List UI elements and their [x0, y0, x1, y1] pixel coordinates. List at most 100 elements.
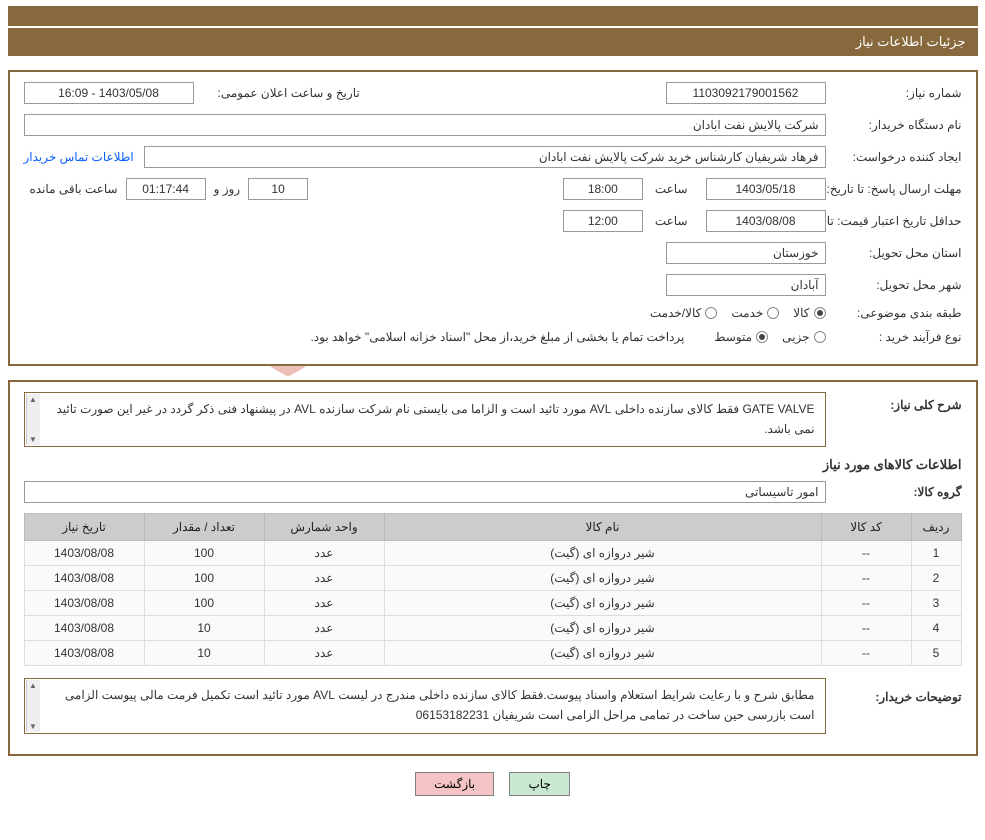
purchase-type-radio-group: جزیی متوسط [714, 330, 825, 344]
table-cell-name: شیر دروازه ای (گیت) [384, 615, 821, 640]
table-cell-unit: عدد [264, 565, 384, 590]
items-section-title: اطلاعات کالاهای مورد نیاز [24, 457, 962, 473]
price-validity-time: 12:00 [563, 210, 643, 232]
purchase-type-note: پرداخت تمام یا بخشی از مبلغ خرید،از محل … [310, 330, 684, 344]
deadline-label-1: مهلت ارسال پاسخ: [867, 182, 961, 196]
city-label: شهر محل تحویل: [832, 278, 962, 292]
table-cell-date: 1403/08/08 [24, 615, 144, 640]
table-cell-unit: عدد [264, 640, 384, 665]
table-row: 2--شیر دروازه ای (گیت)عدد1001403/08/08 [24, 565, 961, 590]
table-cell-name: شیر دروازه ای (گیت) [384, 540, 821, 565]
deadline-countdown: 01:17:44 [126, 178, 206, 200]
table-cell-qty: 100 [144, 540, 264, 565]
table-cell-date: 1403/08/08 [24, 640, 144, 665]
table-row: 5--شیر دروازه ای (گیت)عدد101403/08/08 [24, 640, 961, 665]
province-value: خوزستان [666, 242, 826, 264]
table-cell-qty: 100 [144, 590, 264, 615]
deadline-label: مهلت ارسال پاسخ: تا تاریخ: [832, 181, 962, 198]
table-cell-code: -- [821, 540, 911, 565]
radio-service[interactable]: خدمت [731, 306, 779, 320]
deadline-time: 18:00 [563, 178, 643, 200]
table-cell-name: شیر دروازه ای (گیت) [384, 590, 821, 615]
group-value: امور تاسیساتی [24, 481, 826, 503]
th-row: ردیف [911, 513, 961, 540]
table-cell-code: -- [821, 565, 911, 590]
table-cell-row: 2 [911, 565, 961, 590]
radio-goods-service-label: کالا/خدمت [650, 306, 701, 320]
details-panel: شرح کلی نیاز: GATE VALVE فقط کالای سازند… [8, 380, 978, 756]
table-cell-unit: عدد [264, 615, 384, 640]
th-name: نام کالا [384, 513, 821, 540]
table-cell-qty: 10 [144, 640, 264, 665]
buyer-notes-label: توضیحات خریدار: [832, 678, 962, 704]
deadline-time-label: ساعت [655, 182, 688, 196]
th-unit: واحد شمارش [264, 513, 384, 540]
buyer-org-value: شرکت پالایش نفت ابادان [24, 114, 826, 136]
general-desc-label: شرح کلی نیاز: [832, 392, 962, 412]
top-ribbon [8, 6, 978, 26]
table-cell-date: 1403/08/08 [24, 565, 144, 590]
table-cell-date: 1403/08/08 [24, 540, 144, 565]
table-cell-name: شیر دروازه ای (گیت) [384, 565, 821, 590]
radio-goods-service[interactable]: کالا/خدمت [650, 306, 717, 320]
radio-goods[interactable]: کالا [793, 306, 825, 320]
deadline-remaining: ساعت باقی مانده [30, 182, 118, 196]
table-cell-qty: 100 [144, 565, 264, 590]
province-label: استان محل تحویل: [832, 246, 962, 260]
price-validity-label: حداقل تاریخ اعتبار قیمت: تا تاریخ: [832, 213, 962, 230]
general-desc-value: GATE VALVE فقط کالای سازنده داخلی AVL مو… [31, 397, 819, 442]
info-panel: شماره نیاز: 1103092179001562 تاریخ و ساع… [8, 70, 978, 366]
general-desc-box[interactable]: GATE VALVE فقط کالای سازنده داخلی AVL مو… [24, 392, 826, 447]
table-cell-row: 1 [911, 540, 961, 565]
table-cell-row: 4 [911, 615, 961, 640]
radio-goods-label: کالا [793, 306, 809, 320]
items-table: ردیف کد کالا نام کالا واحد شمارش تعداد /… [24, 513, 962, 666]
th-date: تاریخ نیاز [24, 513, 144, 540]
requester-label: ایجاد کننده درخواست: [832, 150, 962, 164]
purchase-type-label: نوع فرآیند خرید : [832, 330, 962, 344]
table-cell-code: -- [821, 590, 911, 615]
buyer-notes-value: مطابق شرح و با رعایت شرایط استعلام واسنا… [31, 683, 819, 728]
scroll-up-icon[interactable]: ▲ [27, 394, 40, 405]
deadline-days: 10 [248, 178, 308, 200]
scrollbar[interactable]: ▲ ▼ [26, 680, 40, 732]
th-qty: تعداد / مقدار [144, 513, 264, 540]
page-title: جزئیات اطلاعات نیاز [8, 28, 978, 56]
contact-link[interactable]: اطلاعات تماس خریدار [24, 150, 134, 164]
deadline-date: 1403/05/18 [706, 178, 826, 200]
scroll-down-icon[interactable]: ▼ [27, 434, 40, 445]
category-label: طبقه بندی موضوعی: [832, 306, 962, 320]
category-radio-group: کالا خدمت کالا/خدمت [650, 306, 826, 320]
table-cell-code: -- [821, 615, 911, 640]
radio-service-label: خدمت [731, 306, 763, 320]
radio-medium[interactable]: متوسط [714, 330, 768, 344]
price-validity-label-1: حداقل تاریخ اعتبار قیمت: [837, 214, 961, 228]
table-cell-name: شیر دروازه ای (گیت) [384, 640, 821, 665]
price-validity-time-label: ساعت [655, 214, 688, 228]
table-header-row: ردیف کد کالا نام کالا واحد شمارش تعداد /… [24, 513, 961, 540]
table-cell-row: 5 [911, 640, 961, 665]
need-number-value: 1103092179001562 [666, 82, 826, 104]
deadline-label-2: تا تاریخ: [827, 182, 865, 196]
scroll-up-icon[interactable]: ▲ [27, 680, 40, 691]
scrollbar[interactable]: ▲ ▼ [26, 394, 40, 445]
need-number-label: شماره نیاز: [832, 86, 962, 100]
table-cell-unit: عدد [264, 590, 384, 615]
city-value: آبادان [666, 274, 826, 296]
scroll-down-icon[interactable]: ▼ [27, 721, 40, 732]
group-label: گروه کالا: [832, 485, 962, 499]
radio-partial[interactable]: جزیی [782, 330, 825, 344]
announce-value: 16:09 - 1403/05/08 [24, 82, 194, 104]
buyer-notes-box[interactable]: مطابق شرح و با رعایت شرایط استعلام واسنا… [24, 678, 826, 734]
announce-label: تاریخ و ساعت اعلان عمومی: [218, 86, 360, 100]
table-cell-date: 1403/08/08 [24, 590, 144, 615]
th-code: کد کالا [821, 513, 911, 540]
table-cell-code: -- [821, 640, 911, 665]
print-button[interactable]: چاپ [509, 772, 569, 796]
buyer-org-label: نام دستگاه خریدار: [832, 118, 962, 132]
back-button[interactable]: بازگشت [415, 772, 494, 796]
table-row: 3--شیر دروازه ای (گیت)عدد1001403/08/08 [24, 590, 961, 615]
price-validity-date: 1403/08/08 [706, 210, 826, 232]
table-row: 1--شیر دروازه ای (گیت)عدد1001403/08/08 [24, 540, 961, 565]
deadline-days-suffix: روز و [214, 182, 241, 196]
